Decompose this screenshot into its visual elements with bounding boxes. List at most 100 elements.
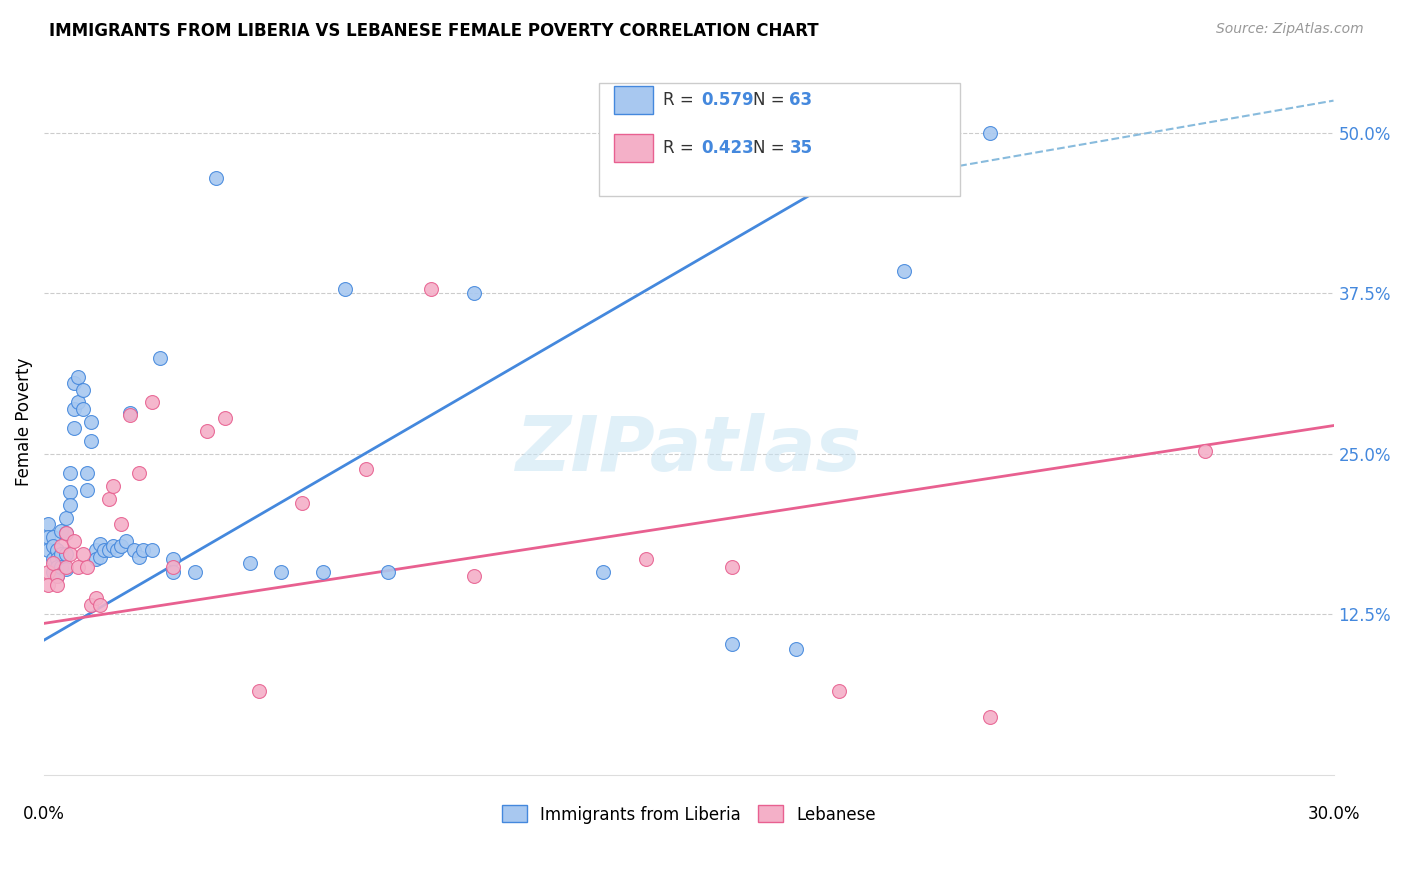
Point (128, 466, 150, 480)
Point (84, 591, 107, 605)
Text: N =: N = (754, 91, 790, 110)
Text: 30.0%: 30.0% (1308, 805, 1360, 823)
Point (84, 552, 107, 566)
Point (124, 543, 146, 558)
Point (46, 543, 69, 558)
Point (80, 434, 103, 448)
Point (101, 539, 124, 553)
Point (55, 562, 77, 576)
Point (120, 409, 142, 423)
Point (63, 376, 86, 391)
Point (356, 462, 378, 476)
Point (828, 684, 851, 698)
Point (84, 543, 107, 558)
Point (51, 547, 73, 561)
Point (97, 543, 120, 558)
Point (979, 710, 1001, 724)
Point (37, 530, 59, 544)
Point (101, 479, 124, 493)
Point (37, 565, 59, 579)
Point (41, 556, 63, 570)
Point (141, 395, 163, 409)
Point (46, 559, 69, 574)
Text: 0.423: 0.423 (702, 139, 755, 157)
Text: Source: ZipAtlas.com: Source: ZipAtlas.com (1216, 22, 1364, 37)
Point (979, 126, 1001, 140)
Point (270, 565, 292, 579)
Point (463, 569, 485, 583)
Point (132, 543, 155, 558)
Point (463, 286, 485, 301)
Point (51, 524, 73, 538)
Point (67, 559, 90, 574)
Point (55, 526, 77, 541)
Point (89, 599, 111, 613)
Point (120, 406, 142, 420)
Point (59, 498, 82, 512)
Point (634, 552, 657, 566)
Point (72, 383, 94, 397)
Text: 0.0%: 0.0% (22, 805, 65, 823)
Point (89, 537, 111, 551)
Point (55, 526, 77, 541)
Y-axis label: Female Poverty: Female Poverty (15, 358, 32, 486)
Point (110, 539, 132, 553)
Text: 63: 63 (789, 91, 813, 110)
Point (59, 547, 82, 561)
Point (149, 351, 172, 365)
Point (197, 424, 219, 438)
Text: IMMIGRANTS FROM LIBERIA VS LEBANESE FEMALE POVERTY CORRELATION CHART: IMMIGRANTS FROM LIBERIA VS LEBANESE FEMA… (49, 22, 818, 40)
Point (46, 578, 69, 592)
Point (110, 517, 132, 532)
Point (291, 495, 314, 509)
Point (51, 539, 73, 553)
Point (67, 369, 90, 384)
Point (105, 543, 128, 558)
Point (162, 559, 184, 574)
Point (41, 565, 63, 579)
Point (893, 264, 915, 278)
Point (114, 534, 136, 549)
Point (46, 569, 69, 583)
Point (183, 565, 205, 579)
Point (720, 637, 742, 651)
Point (720, 559, 742, 574)
Point (128, 549, 150, 564)
Point (46, 552, 69, 566)
Text: 35: 35 (789, 139, 813, 157)
Point (592, 565, 614, 579)
Text: R =: R = (664, 139, 699, 157)
Point (51, 559, 73, 574)
Point (97, 491, 120, 506)
Point (247, 684, 270, 698)
Point (67, 395, 90, 409)
Point (63, 401, 86, 416)
Point (162, 565, 184, 579)
Point (76, 466, 98, 480)
Point (76, 483, 98, 497)
Point (63, 421, 86, 435)
Point (46, 569, 69, 583)
Point (55, 511, 77, 525)
Point (55, 559, 77, 574)
Point (41, 552, 63, 566)
Point (333, 282, 356, 296)
Point (41, 539, 63, 553)
Point (59, 466, 82, 480)
Legend: Immigrants from Liberia, Lebanese: Immigrants from Liberia, Lebanese (495, 798, 883, 830)
Point (239, 556, 262, 570)
Point (80, 415, 103, 429)
Point (37, 517, 59, 532)
Point (785, 642, 807, 657)
Text: ZIPatlas: ZIPatlas (516, 413, 862, 487)
Point (214, 410, 236, 425)
Point (37, 543, 59, 558)
Point (59, 485, 82, 500)
Point (377, 565, 399, 579)
Point (93, 543, 115, 558)
Point (80, 599, 103, 613)
Point (141, 543, 163, 558)
Point (1194, 444, 1216, 458)
Point (312, 565, 335, 579)
Point (89, 549, 111, 564)
